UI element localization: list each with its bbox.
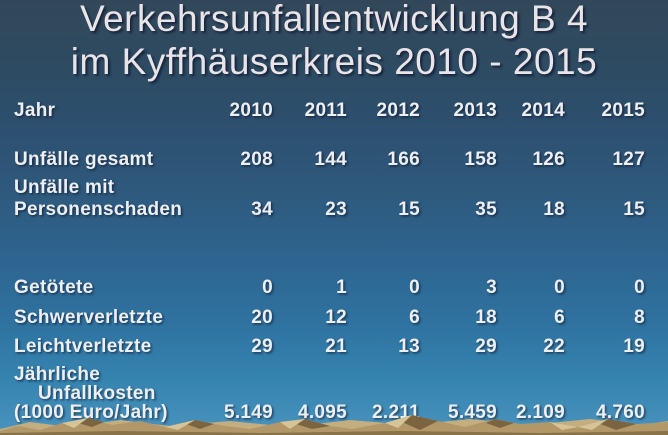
value-cell: 34 — [251, 199, 273, 220]
value-cell: 13 — [398, 336, 420, 357]
row-label-line: Unfallkosten — [38, 383, 156, 404]
value-cell: 5.459 — [447, 402, 497, 423]
value-cell: 0 — [409, 277, 420, 298]
value-cell: 158 — [464, 149, 497, 170]
value-cell: 6 — [554, 307, 565, 328]
table-row-personenschaden: Unfälle mit Personenschaden 34 23 15 35 … — [14, 177, 645, 221]
table-header-row: Jahr 2010 2011 2012 2013 2014 2015 — [14, 100, 645, 122]
table-row-leichtverletzte: Leichtverletzte 29 21 13 29 22 19 — [14, 336, 645, 358]
value-cell: 5.149 — [223, 402, 273, 423]
value-cell: 4.095 — [297, 402, 347, 423]
value-cell: 8 — [634, 307, 645, 328]
value-cell: 12 — [325, 307, 347, 328]
row-label: Leichtverletzte — [14, 336, 152, 357]
table-row-getoetete: Getötete 0 1 0 3 0 0 — [14, 277, 645, 299]
table-row-unfallkosten: Jährliche Unfallkosten (1000 Euro/Jahr) … — [14, 365, 645, 422]
value-cell: 4.760 — [595, 402, 645, 423]
row-label: Jährliche Unfallkosten (1000 Euro/Jahr) — [14, 365, 204, 422]
row-label-line: Unfälle mit — [14, 177, 115, 198]
slide-title: Verkehrsunfallentwicklung B 4 im Kyffhäu… — [0, 0, 668, 83]
value-cell: 126 — [532, 149, 565, 170]
value-cell: 166 — [387, 149, 420, 170]
mountain-range-icon — [0, 415, 668, 435]
value-cell: 22 — [543, 336, 565, 357]
row-label: Unfälle gesamt — [14, 149, 154, 170]
value-cell: 21 — [325, 336, 347, 357]
header-label: Jahr — [14, 100, 56, 121]
row-label: Getötete — [14, 277, 94, 298]
table-row-unfaelle-gesamt: Unfälle gesamt 208 144 166 158 126 127 — [14, 149, 645, 171]
title-line-1: Verkehrsunfallentwicklung B 4 — [79, 0, 589, 39]
value-cell: 3 — [486, 277, 497, 298]
value-cell: 0 — [554, 277, 565, 298]
value-cell: 29 — [251, 336, 273, 357]
value-cell: 144 — [314, 149, 347, 170]
value-cell: 208 — [240, 149, 273, 170]
value-cell: 15 — [398, 199, 420, 220]
year-header: 2015 — [601, 100, 645, 121]
row-label-line: Jährliche — [14, 364, 101, 385]
value-cell: 20 — [251, 307, 273, 328]
value-cell: 18 — [543, 199, 565, 220]
value-cell: 127 — [612, 149, 645, 170]
value-cell: 29 — [475, 336, 497, 357]
year-header: 2011 — [304, 100, 347, 121]
value-cell: 19 — [623, 336, 645, 357]
value-cell: 0 — [634, 277, 645, 298]
year-header: 2014 — [521, 100, 565, 121]
value-cell: 23 — [325, 199, 347, 220]
row-label-line: (1000 Euro/Jahr) — [14, 402, 168, 423]
year-header: 2012 — [376, 100, 420, 121]
value-cell: 1 — [336, 277, 347, 298]
year-header: 2010 — [229, 100, 273, 121]
value-cell: 6 — [409, 307, 420, 328]
table-row-schwerverletzte: Schwerverletzte 20 12 6 18 6 8 — [14, 307, 645, 329]
row-label: Unfälle mit Personenschaden — [14, 177, 204, 221]
value-cell: 2.109 — [515, 402, 565, 423]
row-label: Schwerverletzte — [14, 307, 164, 328]
value-cell: 0 — [262, 277, 273, 298]
row-label-line: Personenschaden — [14, 199, 183, 220]
title-line-2: im Kyffhäuserkreis 2010 - 2015 — [70, 41, 598, 82]
value-cell: 15 — [623, 199, 645, 220]
value-cell: 35 — [475, 199, 497, 220]
year-header: 2013 — [453, 100, 497, 121]
value-cell: 18 — [475, 307, 497, 328]
